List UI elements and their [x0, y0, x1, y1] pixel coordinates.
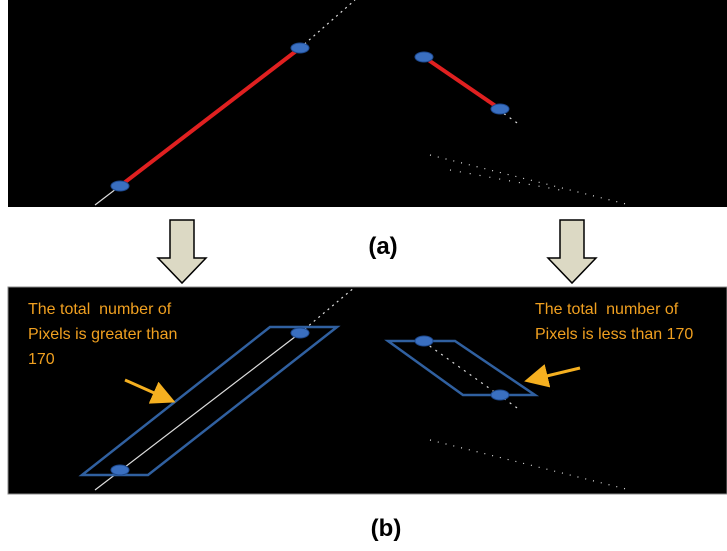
panel-b-image — [8, 287, 727, 494]
annotation-line: The total number of — [535, 301, 679, 318]
panel-label: (b) — [371, 515, 402, 542]
annotation-line: Pixels is less than 170 — [535, 326, 693, 343]
down-arrow — [548, 220, 596, 283]
annotation-line: The total number of — [28, 301, 172, 318]
figure: (a) The total number of Pixels is greate… — [0, 0, 727, 551]
down-arrow — [158, 220, 206, 283]
panel-a-image — [8, 0, 727, 207]
annotation-line: Pixels is greater than — [28, 326, 177, 343]
annotation-line: 170 — [28, 351, 55, 368]
panel-label: (a) — [368, 233, 397, 260]
